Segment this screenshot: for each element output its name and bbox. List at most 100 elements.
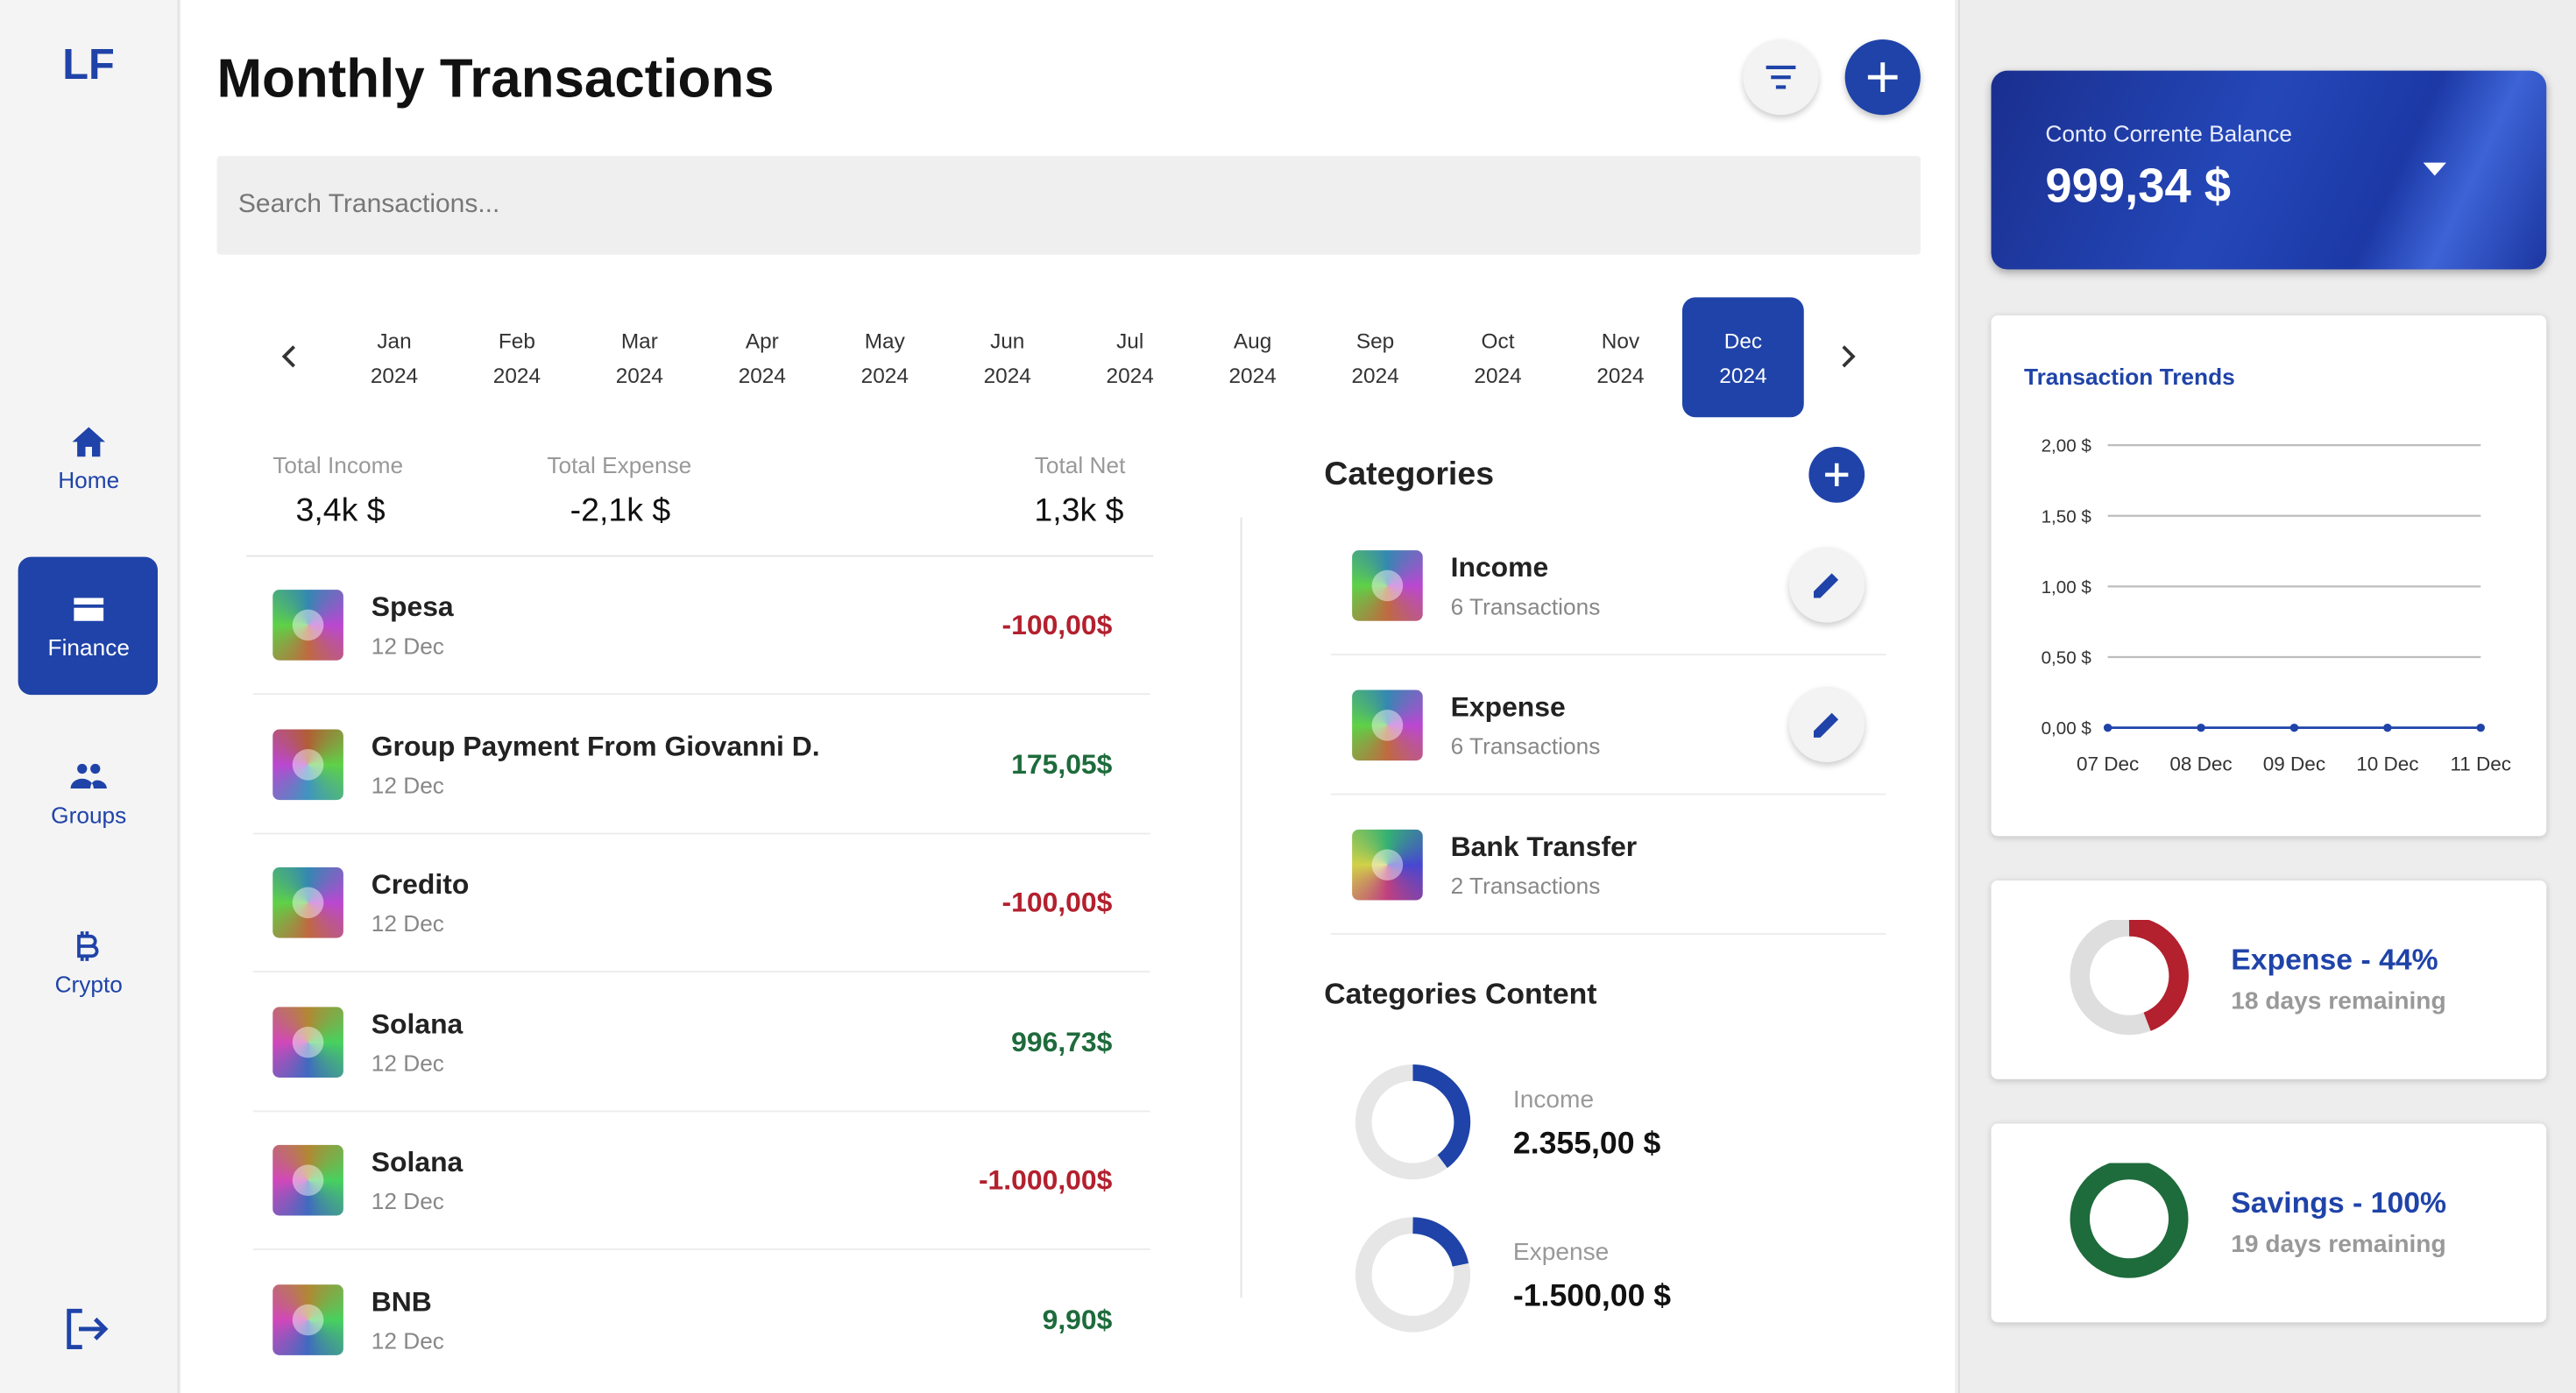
dropdown-icon[interactable] [2422, 161, 2448, 178]
y-tick-label: 0,00 $ [2042, 718, 2092, 739]
y-tick-label: 1,50 $ [2042, 506, 2092, 527]
nav-item[interactable]: Groups [0, 759, 178, 841]
icon-detail [292, 1304, 324, 1336]
brand-logo[interactable]: LF [62, 39, 115, 89]
category-count: 6 Transactions [1450, 592, 1601, 619]
divider [252, 1248, 1150, 1251]
filter-button[interactable] [1743, 39, 1819, 116]
trends-card: Transaction Trends 0,00 $ 0,50 $ 1,00 $ 1,5… [1991, 315, 2547, 837]
month-item[interactable]: Nov 2024 [1560, 297, 1681, 417]
edit-button[interactable] [1788, 686, 1865, 762]
transaction-amount: 996,73$ [1011, 1026, 1113, 1058]
month-item[interactable]: Jan 2024 [334, 297, 456, 417]
sidebar [0, 0, 180, 1393]
trends-chart: 0,00 $ 0,50 $ 1,00 $ 1,50 $ 2,00 $ 07 Dec 08 D… [2042, 436, 2512, 775]
month-item[interactable]: Feb 2024 [456, 297, 578, 417]
x-tick-label: 08 Dec [2169, 753, 2232, 774]
month-item[interactable]: May 2024 [824, 297, 945, 417]
income-donut [1355, 1064, 1471, 1180]
item-icon [272, 1006, 343, 1078]
icon-detail [1371, 849, 1404, 880]
balance-label: Conto Corrente Balance [2045, 119, 2293, 146]
search-box[interactable]: Search Transactions... [216, 156, 1921, 255]
month-item[interactable]: Sep 2024 [1314, 297, 1436, 417]
month-item[interactable]: Apr 2024 [701, 297, 823, 417]
icon-detail [1371, 569, 1404, 602]
nav-item[interactable]: Finance [0, 591, 178, 674]
trends-title: Transaction Trends [2024, 363, 2235, 390]
item-icon [272, 590, 343, 661]
transaction-name[interactable]: Group Payment From Giovanni D. [371, 730, 820, 762]
divider [252, 971, 1150, 973]
goal-title: Expense - 44% [2231, 943, 2438, 976]
icon-detail [292, 1165, 324, 1197]
edit-icon [1814, 573, 1839, 598]
plus-icon [1867, 62, 1898, 92]
item-icon [272, 728, 343, 800]
month-name: Jan [377, 329, 412, 354]
item-icon [1352, 550, 1423, 621]
balance-card[interactable]: Conto Corrente Balance 999,34 $ [1991, 70, 2547, 270]
transaction-amount: 9,90$ [1042, 1304, 1113, 1336]
nav-active [18, 556, 158, 696]
month-item[interactable]: Jun 2024 [946, 297, 1068, 417]
nav-item[interactable]: Crypto [0, 928, 178, 1010]
edit-icon [1814, 712, 1839, 738]
trend-point [2289, 723, 2299, 732]
prev-month[interactable] [272, 340, 306, 373]
nav-icon-shape [77, 931, 99, 961]
nav-label: Home [58, 466, 120, 493]
plus-icon [1825, 463, 1849, 486]
month-name: Jul [1116, 329, 1144, 354]
summary-value: 1,3k $ [1034, 492, 1124, 529]
month-name: Dec [1723, 329, 1763, 354]
icon-detail [292, 609, 324, 641]
month-name: Nov [1601, 329, 1640, 354]
nav-item[interactable]: Home [0, 424, 178, 506]
nav-icon [70, 763, 107, 788]
edit-button[interactable] [1788, 547, 1865, 623]
transaction-name[interactable]: Credito [371, 869, 470, 901]
add-category-button[interactable] [1808, 447, 1865, 503]
month-year: 2024 [1474, 363, 1522, 388]
item-icon [272, 1145, 343, 1217]
item-icon [1352, 689, 1423, 761]
divider [252, 831, 1150, 834]
month-item[interactable]: Oct 2024 [1437, 297, 1559, 417]
y-tick-label: 2,00 $ [2042, 436, 2092, 456]
expense-donut [1355, 1217, 1471, 1333]
summary-value: -2,1k $ [570, 492, 671, 529]
transaction-name[interactable]: Solana [371, 1008, 464, 1040]
transaction-date: 12 Dec [371, 771, 444, 798]
summary-label: Total Net [1034, 451, 1126, 478]
item-icon [1352, 829, 1423, 901]
transaction-name[interactable]: Solana [371, 1147, 464, 1179]
transaction-date: 12 Dec [371, 1327, 444, 1354]
divider [1330, 654, 1886, 656]
categories-content-title: Categories Content [1324, 977, 1597, 1011]
divider [252, 693, 1150, 696]
category-name[interactable]: Bank Transfer [1450, 831, 1638, 863]
month-year: 2024 [370, 363, 419, 388]
month-item[interactable]: Aug 2024 [1192, 297, 1313, 417]
logout-icon[interactable] [62, 1306, 111, 1353]
month-name: Aug [1233, 329, 1272, 354]
category-name[interactable]: Expense [1450, 691, 1566, 723]
transaction-name[interactable]: BNB [371, 1286, 432, 1318]
edit-icon-shape [1814, 573, 1839, 598]
add-button[interactable] [1844, 39, 1921, 116]
category-name[interactable]: Income [1450, 552, 1549, 583]
month-item[interactable]: Mar 2024 [578, 297, 700, 417]
month-year: 2024 [615, 363, 663, 388]
next-month[interactable] [1832, 340, 1865, 373]
month-item[interactable]: Dec 2024 [1682, 297, 1804, 418]
transaction-name[interactable]: Spesa [371, 591, 454, 623]
goal-remaining: 19 days remaining [2231, 1230, 2446, 1259]
nav-icon [74, 598, 104, 621]
y-tick-label: 0,50 $ [2042, 648, 2092, 668]
nav-label: Finance [47, 633, 130, 661]
nav-icon-shape [72, 427, 105, 457]
month-item[interactable]: Jul 2024 [1069, 297, 1191, 417]
